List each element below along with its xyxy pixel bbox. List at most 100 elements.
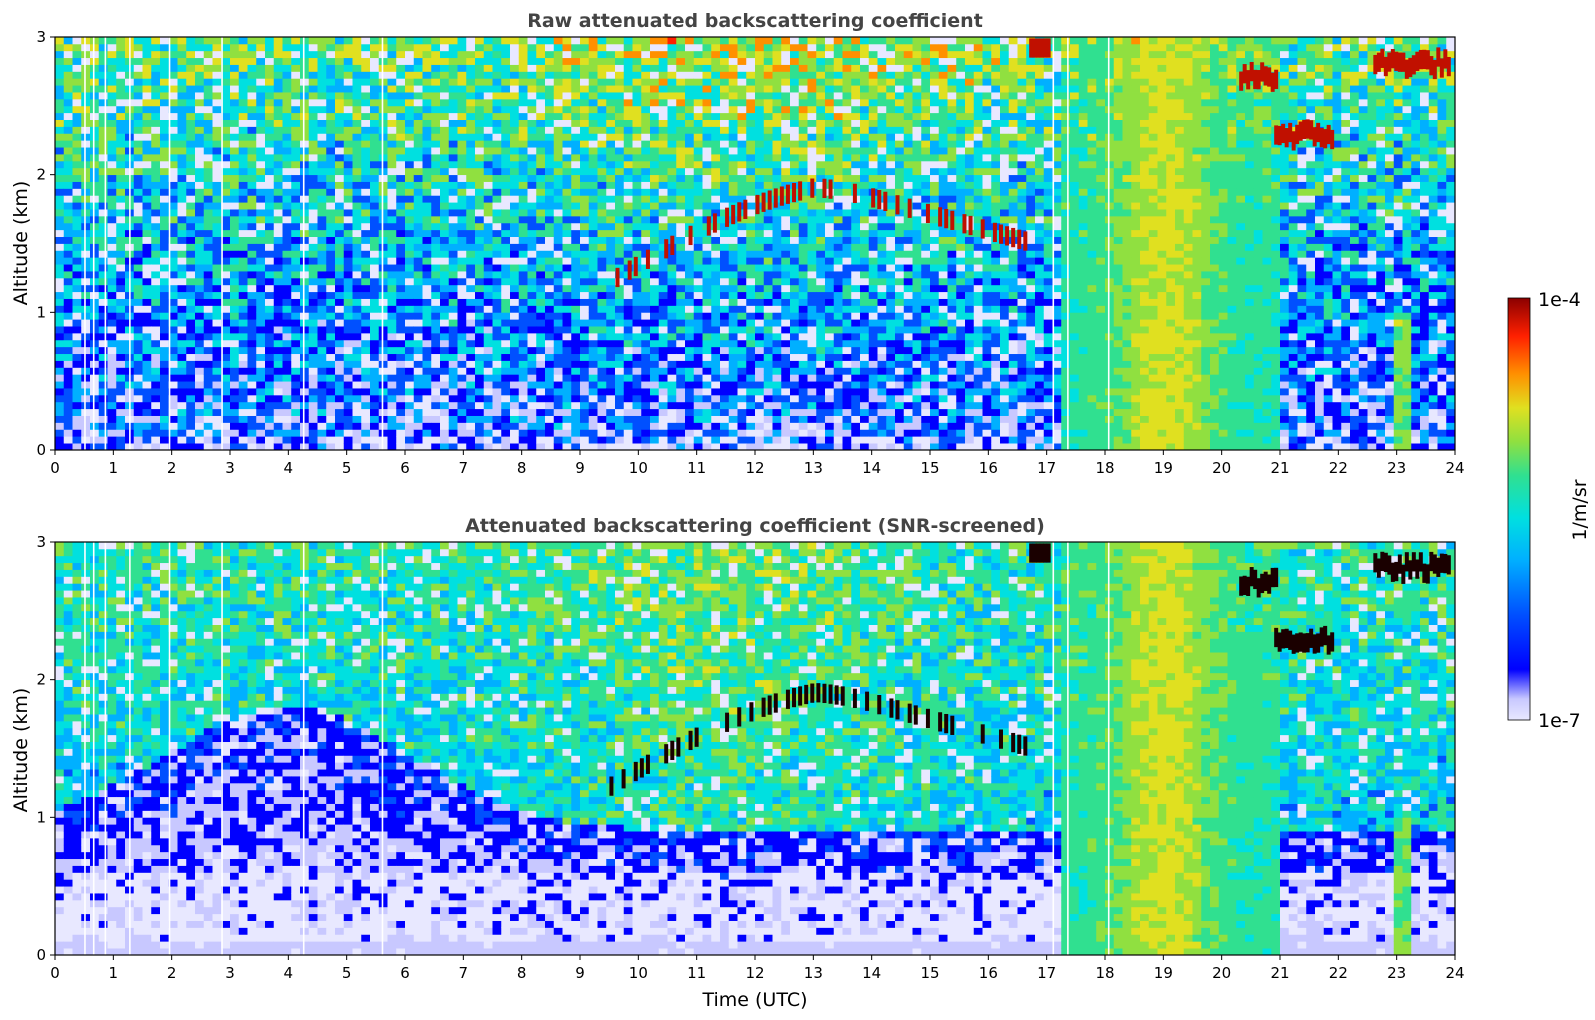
heatmap-cell <box>746 133 756 141</box>
heatmap-cell <box>720 429 730 437</box>
heatmap-cell <box>457 401 467 410</box>
heatmap-cell <box>650 71 660 79</box>
heatmap-cell <box>632 339 642 348</box>
heatmap-cell <box>230 57 240 65</box>
heatmap-cell <box>606 332 616 341</box>
heatmap-cell <box>326 167 336 176</box>
heatmap-cell <box>396 133 406 141</box>
heatmap-cell <box>203 64 213 72</box>
heatmap-cell <box>580 222 590 231</box>
heatmap-cell <box>265 147 275 155</box>
heatmap-cell <box>658 388 668 396</box>
heatmap-cell <box>142 243 152 251</box>
heatmap-cell <box>221 78 231 86</box>
heatmap-cell <box>562 43 572 52</box>
heatmap-cell <box>116 305 126 313</box>
heatmap-cell <box>247 57 257 65</box>
heatmap-cell <box>98 332 108 341</box>
heatmap-cell <box>755 43 765 52</box>
heatmap-cell <box>387 92 397 100</box>
heatmap-cell <box>238 140 248 148</box>
heatmap-cell <box>72 167 82 176</box>
heatmap-cell <box>720 195 730 203</box>
heatmap-cell <box>763 339 773 348</box>
heatmap-cell <box>667 64 677 72</box>
heatmap-cell <box>641 284 651 293</box>
heatmap-cell <box>107 236 117 244</box>
heatmap-cell <box>160 339 170 348</box>
heatmap-cell <box>413 105 423 114</box>
heatmap-cell <box>545 367 555 375</box>
heatmap-cell <box>545 436 555 444</box>
heatmap-cell <box>667 105 677 114</box>
heatmap-cell <box>177 332 187 341</box>
heatmap-cell <box>352 195 362 203</box>
heatmap-cell <box>291 353 301 361</box>
heatmap-cell <box>335 195 345 203</box>
heatmap-cell <box>422 229 432 238</box>
heatmap-cell <box>282 167 292 176</box>
heatmap-cell <box>676 339 686 348</box>
heatmap-cell <box>746 64 756 72</box>
heatmap-cell <box>632 332 642 341</box>
heatmap-cell <box>378 346 388 355</box>
heatmap-cell <box>256 277 266 286</box>
heatmap-cell <box>781 353 791 361</box>
heatmap-cell <box>256 71 266 79</box>
heatmap-cell <box>597 160 607 169</box>
heatmap-cell <box>763 401 773 410</box>
heatmap-cell <box>186 202 196 210</box>
heatmap-cell <box>352 298 362 306</box>
heatmap-cell <box>370 140 380 148</box>
heatmap-cell <box>133 291 143 299</box>
heatmap-cell <box>282 332 292 341</box>
heatmap-cell <box>422 326 432 334</box>
heatmap-cell <box>151 64 161 72</box>
heatmap-cell <box>405 291 415 299</box>
heatmap-cell <box>98 140 108 148</box>
heatmap-cell <box>676 105 686 114</box>
heatmap-cell <box>553 374 563 382</box>
heatmap-cell <box>746 422 756 430</box>
heatmap-cell <box>623 188 633 196</box>
heatmap-cell <box>711 443 721 451</box>
heatmap-cell <box>81 154 91 162</box>
heatmap-cell <box>133 71 143 79</box>
heatmap-cell <box>273 57 283 65</box>
heatmap-cell <box>667 277 677 286</box>
heatmap-cell <box>615 436 625 444</box>
heatmap-cell <box>168 57 178 65</box>
heatmap-cell <box>300 298 310 306</box>
heatmap-cell <box>282 319 292 327</box>
heatmap-cell <box>273 422 283 430</box>
heatmap-cell <box>615 415 625 423</box>
heatmap-cell <box>483 326 493 334</box>
heatmap-cell <box>72 401 82 410</box>
heatmap-cell <box>746 367 756 375</box>
heatmap-cell <box>300 71 310 79</box>
heatmap-cell <box>562 271 572 279</box>
heatmap-cell <box>396 257 406 265</box>
heatmap-cell <box>177 415 187 423</box>
heatmap-cell <box>702 85 712 93</box>
heatmap-cell <box>693 319 703 327</box>
heatmap-cell <box>536 209 546 217</box>
heatmap-cell <box>335 388 345 396</box>
heatmap-cell <box>300 112 310 120</box>
heatmap-cell <box>623 229 633 238</box>
heatmap-cell <box>98 277 108 286</box>
heatmap-cell <box>440 215 450 224</box>
heatmap-cell <box>527 160 537 169</box>
heatmap-cell <box>606 43 616 52</box>
heatmap-cell <box>615 319 625 327</box>
heatmap-cell <box>212 250 222 258</box>
heatmap-cell <box>518 222 528 231</box>
heatmap-cell <box>536 436 546 444</box>
heatmap-cell <box>413 291 423 299</box>
heatmap-cell <box>588 360 598 368</box>
heatmap-cell <box>107 436 117 444</box>
heatmap-cell <box>238 422 248 430</box>
heatmap-cell <box>641 71 651 79</box>
heatmap-cell <box>238 312 248 320</box>
heatmap-cell <box>265 429 275 437</box>
